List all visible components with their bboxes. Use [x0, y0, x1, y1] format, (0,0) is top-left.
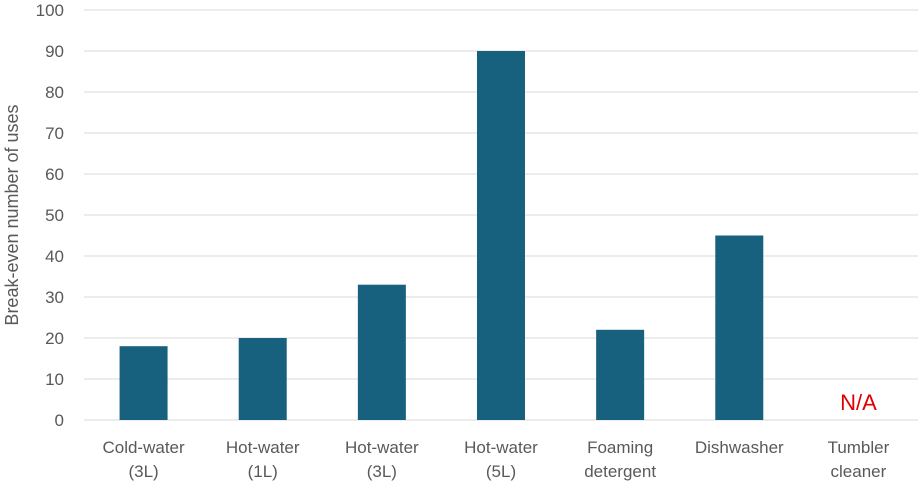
y-tick-label: 10: [45, 370, 64, 389]
bar: [119, 346, 168, 420]
x-axis-labels: Cold-water (3L) Hot-water (1L) Hot-water (3L)…: [102, 438, 889, 481]
x-tick-label: Tumbler cleaner: [828, 438, 890, 481]
y-axis-ticks: 0 10 20 30 40 50 60 70 80 90 100: [36, 1, 64, 430]
bar: [357, 284, 406, 420]
y-tick-label: 70: [45, 124, 64, 143]
x-tick-label: Cold-water (3L): [102, 438, 185, 481]
x-tick-label: Foaming detergent: [584, 438, 656, 481]
y-tick-label: 60: [45, 165, 64, 184]
y-tick-label: 40: [45, 247, 64, 266]
x-tick-label: Hot-water (3L): [345, 438, 419, 481]
na-annotation: N/A: [840, 390, 877, 415]
bars: [119, 51, 764, 420]
bar: [715, 235, 764, 420]
annotations: N/A: [840, 390, 877, 415]
x-tick-label: Dishwasher: [695, 438, 784, 457]
bar: [596, 329, 645, 420]
x-tick-label: Hot-water (5L): [464, 438, 538, 481]
y-tick-label: 50: [45, 206, 64, 225]
y-axis-title: Break-even number of uses: [2, 104, 22, 325]
y-tick-label: 0: [55, 411, 64, 430]
y-tick-label: 30: [45, 288, 64, 307]
x-tick-label: Hot-water (1L): [226, 438, 300, 481]
y-tick-label: 80: [45, 83, 64, 102]
y-tick-label: 90: [45, 42, 64, 61]
y-tick-label: 100: [36, 1, 64, 20]
y-tick-label: 20: [45, 329, 64, 348]
bar: [238, 338, 287, 420]
bar: [477, 51, 525, 420]
